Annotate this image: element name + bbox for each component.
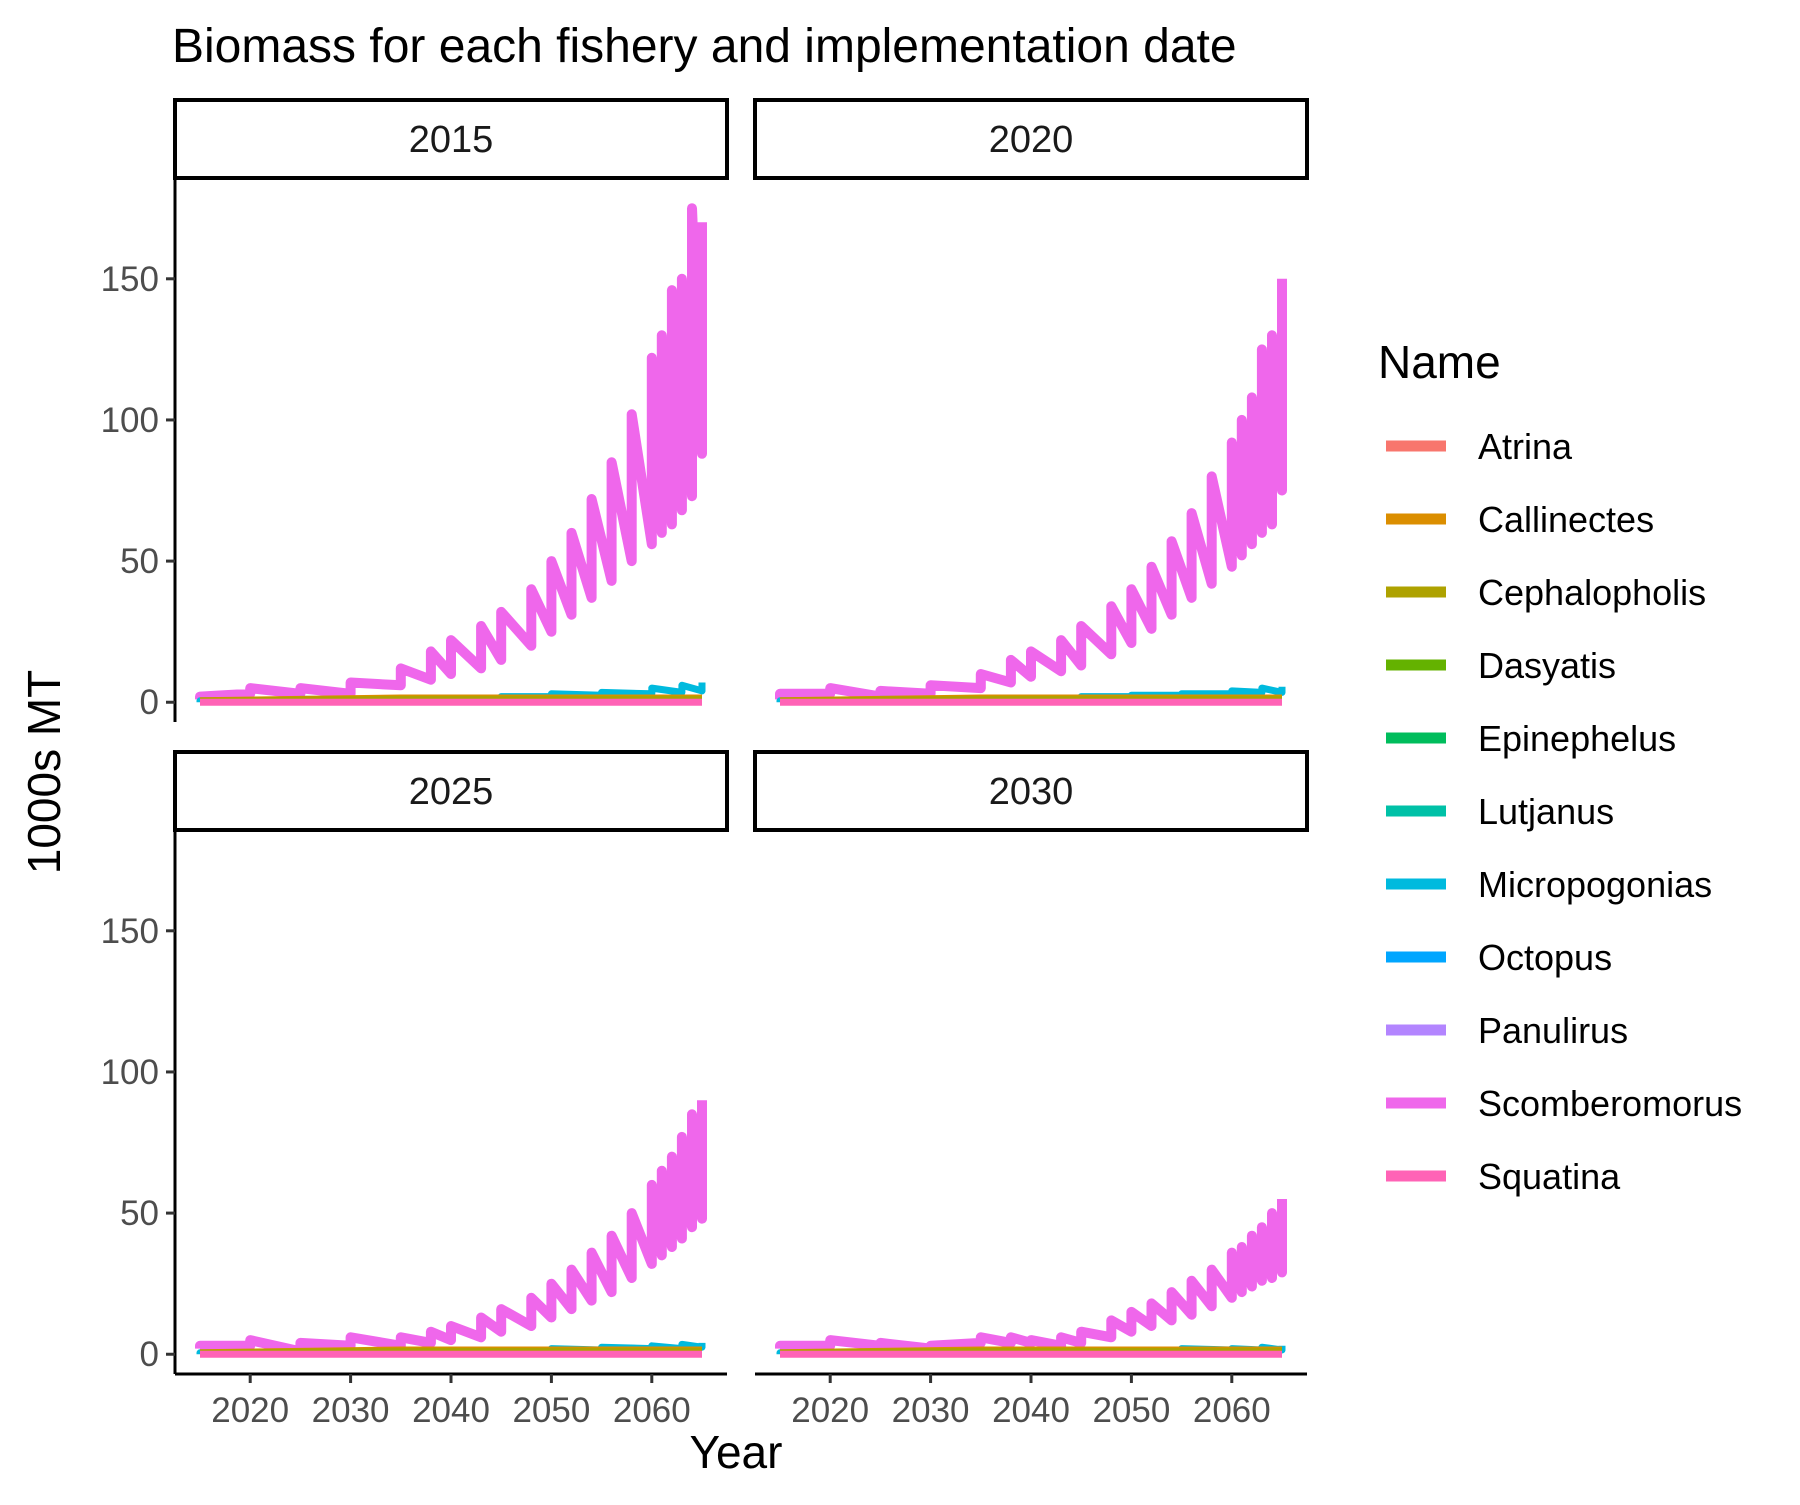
series-line-scomberomorus (775, 1199, 1287, 1354)
legend-entry-squatina: Squatina (1386, 1156, 1621, 1197)
legend-entry-epinephelus: Epinephelus (1386, 718, 1676, 759)
facet-strip-label: 2025 (409, 771, 494, 813)
y-tick-label: 100 (101, 1053, 159, 1092)
legend-entry-dasyatis: Dasyatis (1386, 645, 1616, 686)
legend-entry-scomberomorus: Scomberomorus (1386, 1083, 1742, 1124)
facet-strip (753, 98, 1309, 180)
y-tick-label: 150 (101, 912, 159, 951)
x-tick-label: 2060 (1193, 1391, 1271, 1430)
legend-entry-cephalopholis: Cephalopholis (1386, 572, 1706, 613)
x-tick-label: 2050 (512, 1391, 590, 1430)
legend-label: Micropogonias (1478, 864, 1712, 905)
y-axis-title: 1000s MT (18, 670, 70, 875)
y-tick-label: 100 (101, 401, 159, 440)
y-tick-label: 150 (101, 260, 159, 299)
y-tick-label: 0 (140, 1335, 159, 1374)
x-tick-label: 2040 (412, 1391, 490, 1430)
series-line-scomberomorus (195, 203, 707, 702)
legend: Name Atrina Callinectes Cephalopholis Dasya… (1378, 336, 1742, 1197)
legend-label: Cephalopholis (1478, 572, 1706, 613)
legend-entry-panulirus: Panulirus (1386, 1010, 1628, 1051)
legend-title: Name (1378, 336, 1501, 388)
facet-strip (173, 98, 729, 180)
facet-strip-label: 2015 (409, 119, 494, 161)
legend-entry-micropogonias: Micropogonias (1386, 864, 1712, 905)
x-axis-title: Year (690, 1426, 783, 1478)
series-group (195, 203, 707, 706)
legend-label: Squatina (1478, 1156, 1621, 1197)
legend-entry-atrina: Atrina (1386, 426, 1573, 467)
chart-title: Biomass for each fishery and implementat… (172, 20, 1237, 73)
series-line-scomberomorus (775, 278, 1287, 702)
facet-strip (173, 750, 729, 832)
legend-label: Scomberomorus (1478, 1083, 1742, 1124)
series-group (775, 1199, 1287, 1358)
facet-panel-2025: 2025 0 50 100 150 2020 2030 2040 2050 2060 (101, 750, 729, 1430)
facet-strip-label: 2030 (989, 771, 1074, 813)
legend-label: Dasyatis (1478, 645, 1616, 686)
facet-panel-2020: 2020 (753, 98, 1309, 706)
legend-entry-octopus: Octopus (1386, 937, 1612, 978)
x-tick-label: 2030 (312, 1391, 390, 1430)
x-tick-label: 2040 (992, 1391, 1070, 1430)
legend-label: Lutjanus (1478, 791, 1614, 832)
series-line-scomberomorus (195, 1100, 707, 1357)
facet-strip (753, 750, 1309, 832)
legend-label: Atrina (1478, 426, 1573, 467)
x-tick-label: 2060 (613, 1391, 691, 1430)
legend-label: Epinephelus (1478, 718, 1676, 759)
x-tick-label: 2050 (1092, 1391, 1170, 1430)
legend-entry-lutjanus: Lutjanus (1386, 791, 1614, 832)
y-tick-label: 50 (120, 1194, 159, 1233)
legend-entry-callinectes: Callinectes (1386, 499, 1654, 540)
y-tick-label: 0 (140, 683, 159, 722)
facet-strip-label: 2020 (989, 119, 1074, 161)
x-tick-label: 2020 (211, 1391, 289, 1430)
series-group (195, 1100, 707, 1358)
x-tick-label: 2020 (791, 1391, 869, 1430)
y-tick-label: 50 (120, 542, 159, 581)
legend-label: Callinectes (1478, 499, 1654, 540)
x-tick-label: 2030 (892, 1391, 970, 1430)
legend-label: Panulirus (1478, 1010, 1628, 1051)
legend-label: Octopus (1478, 937, 1612, 978)
facet-panel-2030: 2030 2020 2030 2040 2050 2060 (753, 750, 1309, 1430)
facet-panel-2015: 2015 0 50 100 150 (101, 98, 729, 722)
series-group (775, 278, 1287, 706)
